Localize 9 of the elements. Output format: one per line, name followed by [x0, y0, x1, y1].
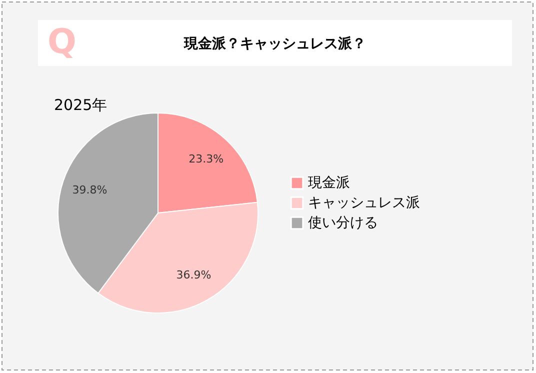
chart-title: 現金派？キャッシュレス派？	[183, 36, 366, 52]
legend-label: 使い分ける	[308, 215, 378, 231]
chart-subtitle: 2025年	[54, 96, 108, 114]
data-label: 23.3%	[188, 152, 224, 166]
text: Q	[48, 22, 76, 62]
legend-label: キャッシュレス派	[308, 195, 420, 211]
data-label: 36.9%	[176, 268, 212, 282]
data-label: 39.8%	[72, 183, 108, 196]
legend-label: 現金派	[308, 175, 350, 191]
